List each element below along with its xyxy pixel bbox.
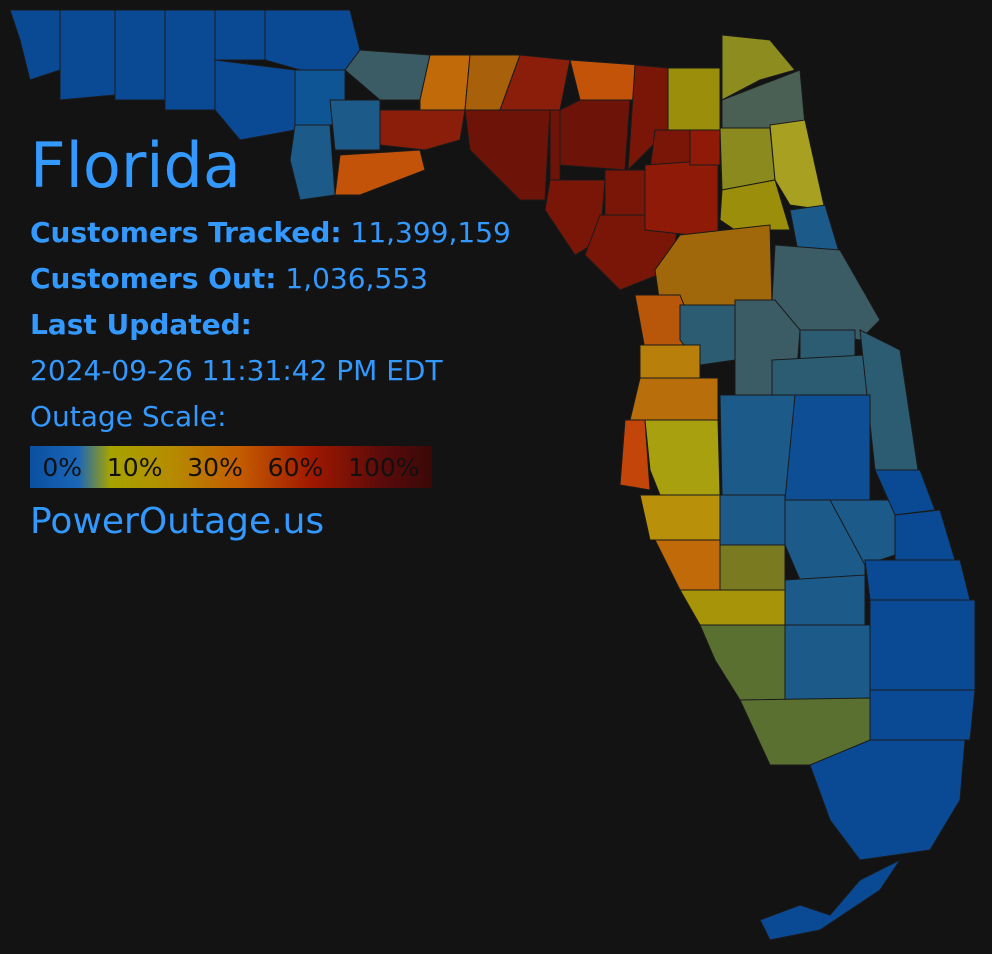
county-baker[interactable] <box>667 67 721 131</box>
county-hardee[interactable] <box>719 494 786 546</box>
county-miami-dade[interactable] <box>809 739 966 861</box>
last-updated-value: 2024-09-26 11:31:42 PM EDT <box>30 354 443 387</box>
county-gadsden[interactable] <box>344 49 431 101</box>
county-osceola[interactable] <box>784 394 871 501</box>
county-hamilton[interactable] <box>569 59 641 101</box>
county-orange[interactable] <box>771 354 871 401</box>
county-walton[interactable] <box>164 9 216 111</box>
county-suwannee[interactable] <box>559 99 631 171</box>
county-desoto[interactable] <box>719 544 786 591</box>
county-taylor[interactable] <box>464 109 551 201</box>
county-manatee[interactable] <box>639 494 721 541</box>
county-martin[interactable] <box>864 559 971 601</box>
county-polk[interactable] <box>719 394 796 496</box>
scale-tick-30: 30% <box>187 452 243 482</box>
customers-out-value: 1,036,553 <box>285 262 428 295</box>
scale-tick-100: 100% <box>348 452 420 482</box>
county-indian-river[interactable] <box>874 469 936 516</box>
county-escambia[interactable] <box>9 9 61 81</box>
customers-out-label: Customers Out: <box>30 262 277 295</box>
county-pinellas[interactable] <box>619 419 651 491</box>
site-link[interactable]: PowerOutage.us <box>30 501 325 542</box>
county-hendry[interactable] <box>784 624 871 701</box>
county-washington[interactable] <box>214 59 296 141</box>
county-lafayette[interactable] <box>549 109 561 186</box>
county-monroe[interactable] <box>759 858 902 941</box>
scale-tick-10: 10% <box>106 452 163 482</box>
county-broward[interactable] <box>869 689 976 741</box>
customers-tracked: Customers Tracked: 11,399,159 <box>30 210 511 256</box>
county-charlotte[interactable] <box>679 589 786 626</box>
county-wakulla[interactable] <box>379 109 466 151</box>
county-alachua[interactable] <box>644 159 719 239</box>
county-pasco[interactable] <box>629 377 719 421</box>
state-title: Florida <box>30 129 241 202</box>
county-hernando[interactable] <box>639 344 701 381</box>
county-jackson[interactable] <box>264 9 361 71</box>
county-bradford[interactable] <box>689 129 721 166</box>
county-bay[interactable] <box>289 124 336 201</box>
county-nassau[interactable] <box>721 34 796 101</box>
county-franklin[interactable] <box>334 149 426 196</box>
county-okaloosa[interactable] <box>114 9 166 101</box>
county-palm-beach[interactable] <box>869 599 976 691</box>
outage-scale-label: Outage Scale: <box>30 400 227 433</box>
county-hillsborough[interactable] <box>644 419 721 496</box>
scale-tick-0: 0% <box>42 452 83 482</box>
customers-tracked-value: 11,399,159 <box>350 216 511 249</box>
customers-tracked-label: Customers Tracked: <box>30 216 342 249</box>
county-glades[interactable] <box>784 574 866 626</box>
county-clay[interactable] <box>719 127 776 191</box>
customers-out: Customers Out: 1,036,553 <box>30 256 511 302</box>
county-lee[interactable] <box>699 624 786 701</box>
last-updated-label: Last Updated: <box>30 302 511 348</box>
county-holmes[interactable] <box>214 9 266 61</box>
county-st-lucie[interactable] <box>894 509 956 566</box>
county-santa-rosa[interactable] <box>59 9 116 101</box>
last-updated-label-text: Last Updated: <box>30 308 252 341</box>
scale-tick-60: 60% <box>267 452 324 482</box>
county-sarasota[interactable] <box>654 539 721 591</box>
county-gilchrist[interactable] <box>604 169 646 216</box>
outage-scale-bar: 0% 10% 30% 60% 100% <box>30 446 432 488</box>
info-panel: Florida Customers Tracked: 11,399,159 Cu… <box>30 130 511 544</box>
county-gulf[interactable] <box>329 99 381 151</box>
